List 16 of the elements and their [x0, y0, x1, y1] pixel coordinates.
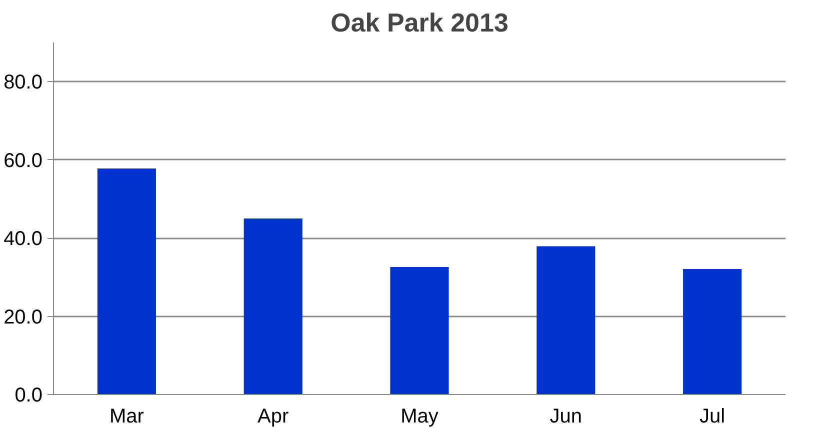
- y-tick-label: 0.0: [14, 384, 43, 406]
- y-tick-label: 80.0: [4, 72, 43, 94]
- bar: [244, 218, 302, 394]
- y-tick-label: 20.0: [4, 306, 43, 328]
- x-tick-label: Jul: [700, 406, 726, 428]
- x-tick-label: Apr: [258, 406, 289, 428]
- y-tick-label: 40.0: [4, 228, 43, 250]
- bar: [683, 268, 742, 394]
- bar: [390, 267, 449, 394]
- x-tick-label: May: [400, 406, 438, 428]
- bar: [536, 246, 596, 394]
- x-tick-label: Jun: [550, 406, 582, 428]
- y-tick-label: 60.0: [4, 150, 43, 172]
- chart-title: Oak Park 2013: [330, 8, 508, 38]
- x-tick-label: Mar: [109, 406, 144, 428]
- bar: [97, 168, 156, 394]
